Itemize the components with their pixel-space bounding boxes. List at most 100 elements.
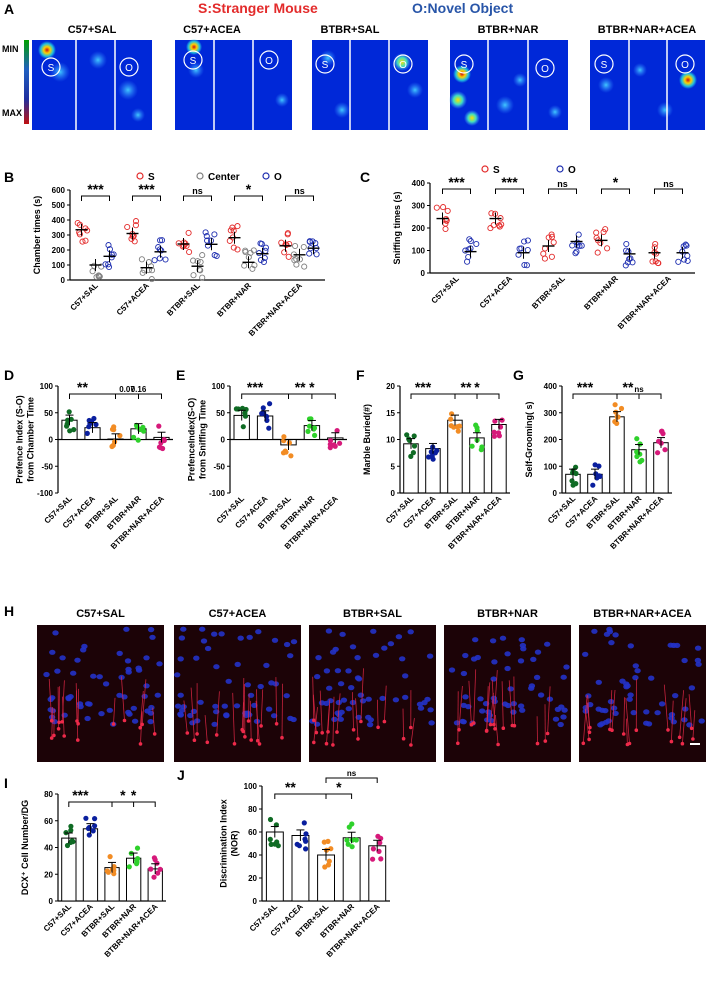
- data-point: [241, 262, 248, 269]
- nucleus: [65, 696, 72, 702]
- nucleus: [339, 631, 346, 637]
- nucleus: [124, 658, 132, 664]
- nucleus: [591, 628, 598, 634]
- tissue-background: [579, 625, 706, 762]
- nucleus: [672, 693, 679, 699]
- nucleus: [619, 678, 626, 684]
- data-point: [321, 839, 327, 845]
- nucleus: [694, 657, 702, 664]
- dcx-process: [260, 689, 264, 726]
- heatmap-label: BTBR+NAR+ACEA: [598, 24, 696, 36]
- tick-label: 0: [391, 489, 396, 498]
- dcx-process: [495, 714, 499, 745]
- significance-bracket: [454, 393, 500, 399]
- nucleus: [427, 707, 434, 713]
- tick-label: 400: [544, 382, 558, 391]
- data-point: [327, 445, 333, 451]
- nucleus: [632, 663, 639, 669]
- panel-letter: D: [4, 367, 14, 383]
- nucleus: [149, 634, 156, 640]
- nucleus: [148, 704, 155, 711]
- data-point: [590, 482, 596, 488]
- dcx-cell: [510, 723, 515, 728]
- dcx-cell: [691, 737, 695, 741]
- dcx-process: [402, 708, 404, 739]
- nucleus: [670, 642, 677, 649]
- data-point: [300, 243, 307, 251]
- nucleus: [533, 674, 541, 681]
- nucleus: [200, 638, 208, 644]
- dcx-process: [513, 676, 515, 726]
- dcx-cell: [257, 742, 262, 746]
- data-point: [85, 825, 92, 832]
- data-point: [327, 438, 334, 444]
- data-point: [378, 835, 384, 842]
- data-point: [64, 842, 71, 849]
- nucleus: [462, 652, 469, 659]
- nucleus: [668, 715, 675, 721]
- nucleus: [627, 643, 634, 649]
- data-point: [313, 251, 320, 258]
- legend-label: O: [274, 172, 282, 183]
- object-marker: [675, 54, 695, 74]
- significance-label: ns: [347, 769, 357, 778]
- data-point: [162, 256, 169, 263]
- data-point: [516, 245, 523, 252]
- significance-label: ***: [247, 379, 264, 395]
- nucleus: [221, 703, 228, 709]
- dcx-cell: [312, 718, 316, 723]
- stranger-marker-label: S: [601, 60, 608, 71]
- data-point: [541, 255, 548, 262]
- micrograph: [444, 625, 571, 762]
- object-marker-label: O: [125, 63, 133, 74]
- nucleus: [634, 668, 641, 674]
- tick-label: 5: [391, 462, 396, 471]
- nucleus: [102, 681, 110, 687]
- heatmap-btbr-nar: BTBR+NAR S O: [449, 24, 568, 130]
- dcx-process: [113, 697, 116, 725]
- nucleus: [345, 668, 352, 674]
- significance-label: ns: [192, 186, 203, 196]
- data-point: [185, 229, 192, 236]
- nucleus: [595, 706, 602, 712]
- nucleus: [453, 720, 461, 726]
- nucleus: [477, 696, 484, 702]
- category-label: BTBR+NAR: [582, 274, 620, 312]
- dcx-cell: [587, 737, 591, 742]
- data-point: [301, 263, 308, 270]
- significance-label: **: [285, 779, 296, 795]
- micrograph: [37, 625, 164, 762]
- tick-label: 100: [544, 462, 558, 471]
- nucleus: [595, 679, 602, 685]
- nucleus: [426, 653, 434, 659]
- tick-label: 400: [412, 179, 426, 188]
- heatmap-c57-sal: C57+SAL S O: [32, 24, 152, 130]
- nucleus: [370, 628, 377, 634]
- dcx-process: [183, 700, 188, 734]
- nucleus: [189, 720, 196, 726]
- data-point: [478, 447, 484, 453]
- legend-label: S: [493, 165, 500, 176]
- stranger-marker-label: S: [461, 60, 468, 71]
- dcx-process: [141, 679, 147, 725]
- dcx-process: [232, 692, 235, 744]
- data-point: [267, 401, 273, 407]
- dcx-process: [508, 680, 513, 726]
- significance-bracket: [601, 188, 630, 194]
- dcx-cell: [376, 725, 380, 730]
- data-point: [325, 862, 332, 868]
- panel-letter: F: [356, 367, 365, 383]
- data-point: [499, 417, 505, 423]
- nucleus: [327, 698, 334, 704]
- nucleus: [177, 711, 184, 717]
- data-point: [448, 423, 454, 429]
- nucleus: [485, 709, 492, 715]
- dcx-cell: [76, 738, 80, 742]
- dcx-cell: [409, 743, 413, 747]
- object-marker: [259, 50, 279, 70]
- bar: [609, 416, 625, 494]
- nucleus: [528, 683, 536, 689]
- data-point: [283, 241, 290, 248]
- y-axis-label: (NOR): [230, 831, 240, 857]
